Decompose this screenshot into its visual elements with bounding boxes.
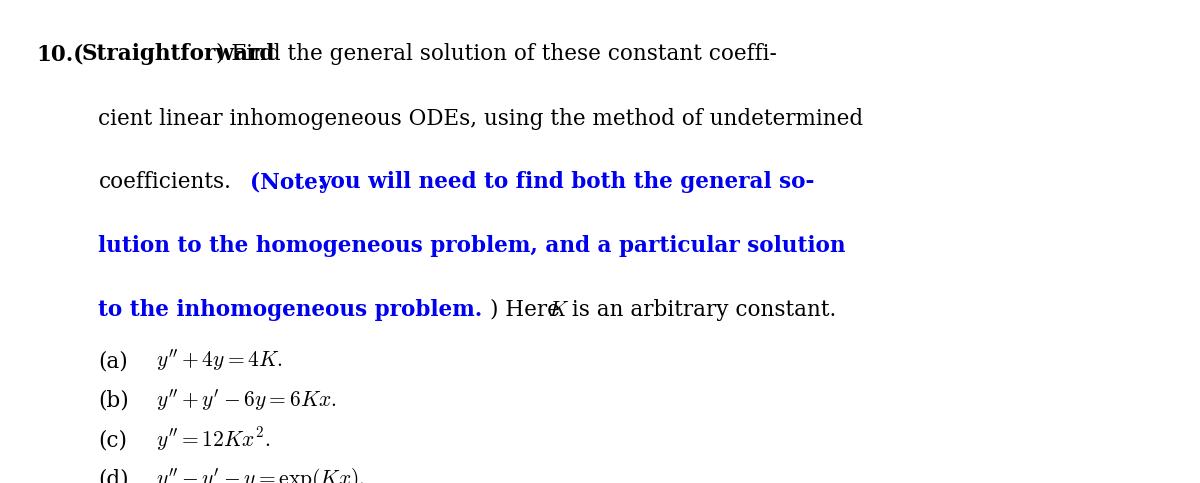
Text: Straightforward: Straightforward [82,43,275,65]
Text: you will need to find both the general so-: you will need to find both the general s… [318,171,815,193]
Text: ) Here: ) Here [490,299,566,321]
Text: coefficients.: coefficients. [98,171,232,193]
Text: ) Find the general solution of these constant coeffi-: ) Find the general solution of these con… [216,43,776,65]
Text: lution to the homogeneous problem, and a particular solution: lution to the homogeneous problem, and a… [98,235,846,257]
Text: to the inhomogeneous problem.: to the inhomogeneous problem. [98,299,482,321]
Text: (c): (c) [98,429,127,451]
Text: $K$: $K$ [548,300,570,320]
Text: (a): (a) [98,350,128,372]
Text: $y'' = 12Kx^2.$: $y'' = 12Kx^2.$ [156,425,270,453]
Text: (d): (d) [98,469,130,483]
Text: cient linear inhomogeneous ODEs, using the method of undetermined: cient linear inhomogeneous ODEs, using t… [98,108,864,129]
Text: $y'' + y' - 6y = 6Kx.$: $y'' + y' - 6y = 6Kx.$ [156,387,337,412]
Text: $y'' - y' - y = \exp(Kx).$: $y'' - y' - y = \exp(Kx).$ [156,467,365,483]
Text: (Note:: (Note: [250,171,330,193]
Text: is an arbitrary constant.: is an arbitrary constant. [565,299,836,321]
Text: $y'' + 4y = 4K.$: $y'' + 4y = 4K.$ [156,348,283,373]
Text: (b): (b) [98,390,130,412]
Text: 10.(: 10.( [36,43,83,65]
